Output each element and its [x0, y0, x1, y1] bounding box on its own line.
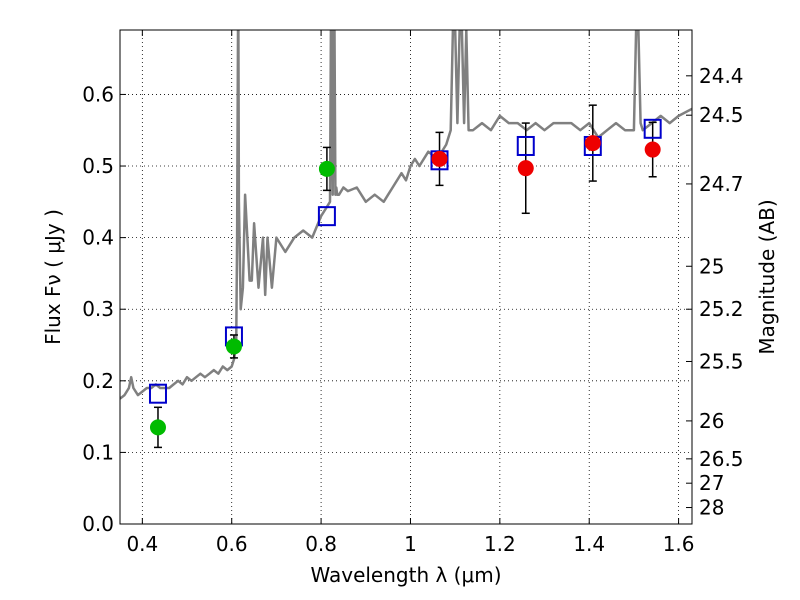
right-tick-label: 24.7 [699, 172, 744, 196]
observed-point-marker [149, 419, 166, 436]
tick-labels: 0.4 0.6 0.8 1 1.2 1.4 1.6 0.0 0.1 0.2 0.3 0.4 0.5 0.6… [82, 64, 743, 556]
y-axis-label: Flux Fν ( μJy ) [41, 209, 65, 345]
x-tick-label: 0.6 [216, 532, 248, 556]
x-tick-label: 1.4 [573, 532, 605, 556]
y-tick-label: 0.4 [82, 226, 114, 250]
right-tick-label: 25.2 [699, 297, 744, 321]
right-tick-label: 24.4 [699, 64, 744, 88]
y-tick-label: 0.2 [82, 369, 114, 393]
x-tick-label: 0.8 [305, 532, 337, 556]
model-square-marker [516, 135, 535, 156]
right-tick-label: 26 [699, 409, 724, 433]
y-tick-label: 0.0 [82, 512, 114, 536]
grid-lines [120, 30, 692, 525]
model-square-marker [317, 206, 336, 227]
right-tick-label: 27 [699, 471, 724, 495]
right-tick-label: 26.5 [699, 447, 744, 471]
x-tick-label: 1.2 [484, 532, 516, 556]
x-axis-label: Wavelength λ (μm) [310, 563, 501, 587]
error-bars [153, 104, 657, 449]
y-tick-label: 0.3 [82, 297, 114, 321]
plot-frame [119, 29, 693, 525]
observed-point-marker [318, 160, 335, 177]
right-axis-label: Magnitude (AB) [755, 199, 779, 354]
right-tick-label: 25 [699, 254, 724, 278]
observed-point-marker [225, 338, 242, 355]
model-square-marker [148, 383, 167, 404]
observed-point-marker [517, 160, 534, 177]
axis-ticks [120, 30, 692, 525]
x-tick-label: 0.4 [126, 532, 158, 556]
right-tick-label: 28 [699, 496, 724, 520]
y-tick-label: 0.1 [82, 440, 114, 464]
x-tick-label: 1.6 [663, 532, 695, 556]
sed-series [120, 30, 692, 400]
y-tick-label: 0.5 [82, 154, 114, 178]
observed-point-marker [431, 150, 448, 167]
sed-line [120, 30, 692, 400]
y-tick-label: 0.6 [82, 82, 114, 106]
x-tick-label: 1 [404, 532, 417, 556]
right-tick-label: 24.5 [699, 103, 744, 127]
observed-point-marker [584, 135, 601, 152]
right-tick-label: 25.5 [699, 349, 744, 373]
observed-point-marker [644, 141, 661, 158]
model-square-marker [643, 118, 662, 139]
data-markers [148, 118, 662, 436]
